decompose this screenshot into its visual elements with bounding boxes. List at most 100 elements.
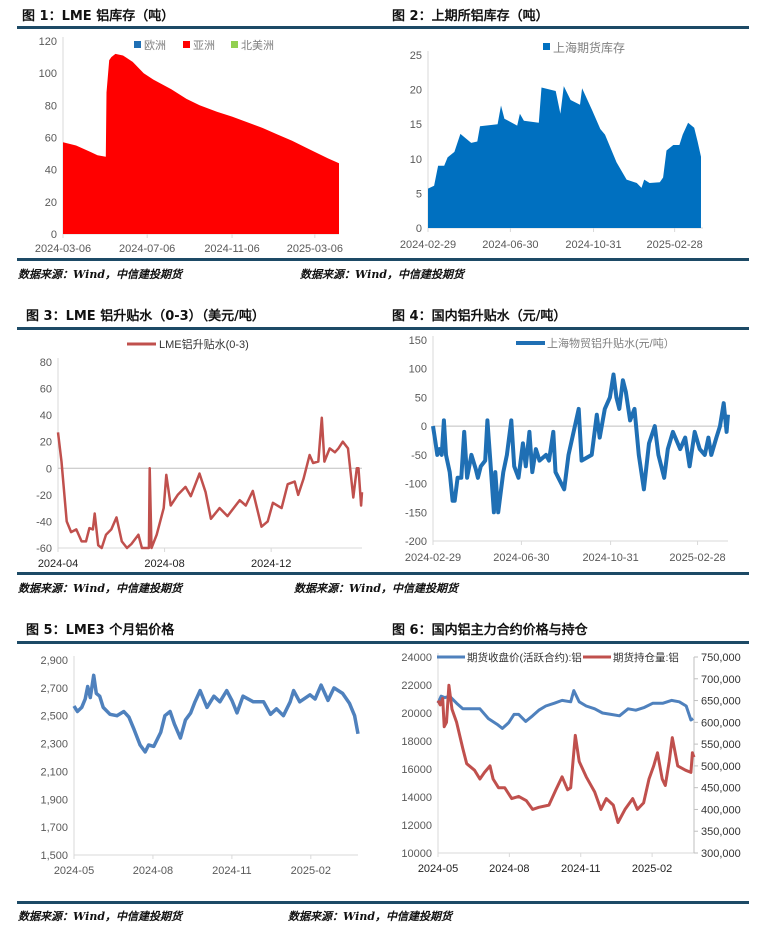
fig2-y-tick-label: 25 [410, 50, 422, 62]
figure-4-source: 数据来源：Wind，中信建投期货 [294, 582, 459, 595]
fig6-y2-tick-label: 400,000 [701, 804, 741, 816]
fig6-line-series-0 [436, 689, 694, 730]
fig4-x-tick-label: 2024-06-30 [493, 552, 549, 564]
figure-6-bottom-rule [385, 901, 749, 904]
fig1-legend-label: 北美洲 [241, 39, 274, 52]
fig3-y-tick-label: 0 [46, 463, 52, 475]
fig2-legend-label: 上海期货库存 [553, 40, 625, 55]
figure-4-top-rule [385, 327, 749, 330]
fig4-y-tick-label: 50 [415, 392, 427, 404]
fig1-x-tick-label: 2024-03-06 [35, 243, 91, 255]
fig6-y2-tick-label: 450,000 [701, 783, 741, 795]
fig6-y2-tick-label: 350,000 [701, 826, 741, 838]
fig1-x-tick-label: 2025-03-06 [287, 243, 343, 255]
fig3-line-series-0 [56, 416, 364, 550]
fig6-x-tick-label: 2024-05 [418, 863, 458, 875]
fig3-y-tick-label: -60 [36, 543, 52, 555]
fig6-y2-tick-label: 750,000 [701, 652, 741, 664]
fig3-y-tick-label: -40 [36, 516, 52, 528]
fig1-y-tick-label: 0 [51, 229, 57, 241]
fig1-x-tick-label: 2024-07-06 [119, 243, 175, 255]
figure-5-source: 数据来源：Wind，中信建投期货 [18, 910, 183, 923]
fig1-legend-swatch [231, 41, 238, 48]
fig1-legend-label: 欧洲 [144, 39, 166, 52]
fig2-x-tick-label: 2024-06-30 [482, 239, 538, 251]
fig4-legend-label: 上海物贸铝升贴水(元/吨） [547, 336, 675, 350]
fig4-x-tick-label: 2024-10-31 [582, 552, 638, 564]
fig3-y-tick-label: 40 [40, 410, 52, 422]
figure-4-title: 图 4：国内铝升贴水（元/吨） [392, 309, 567, 324]
fig6-legend-label-oi: 期货持仓量:铝 [613, 651, 679, 664]
fig3-y-tick-label: 80 [40, 357, 52, 369]
fig3-x-tick-label: 2024-08 [144, 558, 184, 570]
fig6-y-tick-label: 22000 [401, 680, 432, 692]
fig3-legend-label: LME铝升贴水(0-3) [159, 337, 249, 351]
fig3-x-tick-label: 2024-04 [38, 558, 78, 570]
fig5-x-tick-label: 2025-02 [291, 865, 331, 877]
fig2-legend-swatch [543, 43, 550, 50]
fig1-y-tick-label: 40 [45, 165, 57, 177]
figure-6-source: 数据来源：Wind，中信建投期货 [288, 910, 453, 923]
figure-5-bottom-rule [17, 901, 385, 904]
fig1-y-tick-label: 120 [39, 36, 57, 48]
fig5-x-tick-label: 2024-05 [54, 865, 94, 877]
fig4-x-tick-label: 2024-02-29 [405, 552, 461, 564]
fig4-y-tick-label: 0 [421, 421, 427, 433]
figure-3-title: 图 3：LME 铝升贴水（0-3）（美元/吨） [26, 309, 265, 324]
fig1-y-tick-label: 80 [45, 100, 57, 112]
fig1-x-tick-label: 2024-11-06 [204, 243, 259, 255]
fig6-y2-tick-label: 300,000 [701, 848, 741, 860]
fig1-legend-swatch [134, 41, 141, 48]
fig5-y-tick-label: 2,500 [40, 711, 68, 723]
fig1-y-tick-label: 20 [45, 197, 57, 209]
fig4-x-tick-label: 2025-02-28 [669, 552, 725, 564]
fig6-y-tick-label: 10000 [401, 848, 432, 860]
figure-1-title: 图 1：LME 铝库存（吨） [22, 9, 175, 24]
fig6-y-tick-label: 20000 [401, 708, 432, 720]
fig5-line-series-0 [72, 673, 360, 754]
fig1-legend-label: 亚洲 [193, 40, 215, 52]
fig5-y-tick-label: 2,700 [40, 683, 68, 695]
figure-3-top-rule [17, 327, 385, 330]
fig3-y-tick-label: -20 [36, 490, 52, 502]
fig6-y-tick-label: 18000 [401, 736, 432, 748]
figure-3-bottom-rule [17, 572, 385, 575]
fig6-y2-tick-label: 700,000 [701, 674, 741, 686]
fig5-x-tick-label: 2024-11 [212, 865, 252, 877]
figure-1-source: 数据来源：Wind，中信建投期货 [18, 268, 183, 281]
fig2-y-tick-label: 0 [416, 223, 422, 235]
fig1-area-series-0 [63, 53, 339, 235]
fig5-y-tick-label: 1,900 [40, 794, 68, 806]
fig1-y-tick-label: 100 [39, 68, 57, 80]
fig2-area-series-0 [428, 86, 701, 228]
fig2-x-tick-label: 2025-02-28 [646, 239, 702, 251]
fig6-y2-tick-label: 500,000 [701, 761, 741, 773]
figure-6-title: 图 6：国内铝主力合约价格与持仓 [392, 623, 588, 638]
fig6-y-tick-label: 14000 [401, 792, 432, 804]
fig4-y-tick-label: 100 [409, 364, 427, 376]
fig6-x-tick-label: 2024-08 [489, 863, 529, 875]
figure-4-bottom-rule [385, 572, 749, 575]
fig2-x-tick-label: 2024-10-31 [565, 239, 621, 251]
fig6-y2-tick-label: 550,000 [701, 739, 741, 751]
figure-2-source: 数据来源：Wind，中信建投期货 [300, 268, 465, 281]
fig5-x-tick-label: 2024-08 [133, 865, 173, 877]
fig2-y-tick-label: 15 [410, 119, 422, 131]
figure-2-title: 图 2：上期所铝库存（吨） [392, 9, 549, 24]
figure-1-top-rule [17, 26, 385, 29]
figure-2-top-rule [385, 26, 749, 29]
figure-6-top-rule [385, 641, 749, 644]
fig6-y2-tick-label: 600,000 [701, 717, 741, 729]
fig5-y-tick-label: 2,900 [40, 655, 68, 667]
fig2-y-tick-label: 5 [416, 188, 422, 200]
fig5-y-tick-label: 1,700 [40, 822, 68, 834]
fig6-line-series-1 [436, 683, 696, 824]
figure-5-top-rule [17, 641, 385, 644]
fig6-x-tick-label: 2025-02 [632, 863, 672, 875]
fig6-x-tick-label: 2024-11 [561, 863, 601, 875]
fig5-y-tick-label: 2,300 [40, 739, 68, 751]
fig3-x-tick-label: 2024-12 [251, 558, 291, 570]
fig6-legend-label-price: 期货收盘价(活跃合约):铝 [467, 651, 582, 664]
figure-2-bottom-rule [385, 258, 749, 261]
